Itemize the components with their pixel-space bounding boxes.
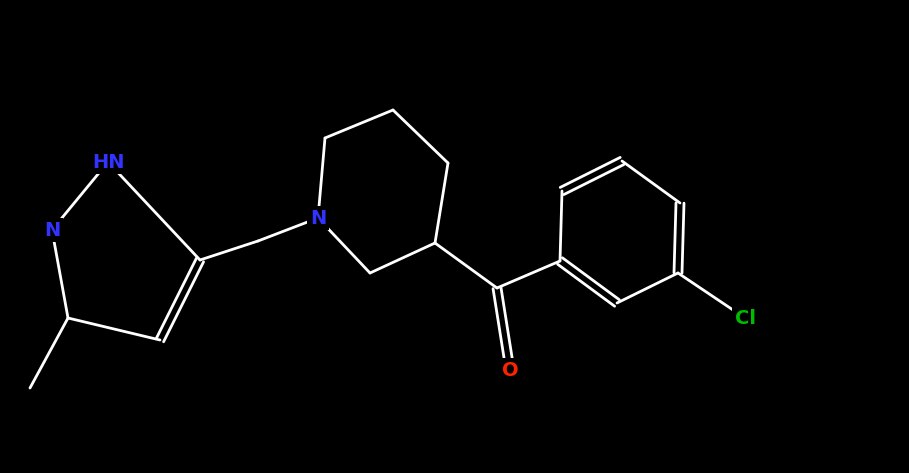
Text: N: N (44, 220, 60, 239)
Text: Cl: Cl (734, 308, 755, 327)
Text: O: O (502, 360, 518, 379)
Text: HN: HN (92, 152, 125, 172)
Text: N: N (310, 209, 326, 228)
